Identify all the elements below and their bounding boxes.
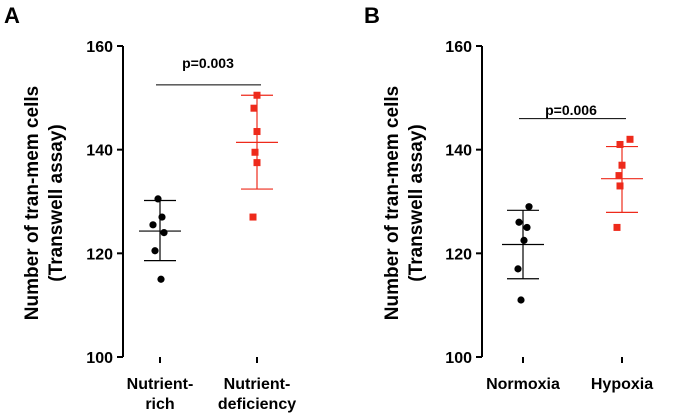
panel-b-point-2-1 <box>626 135 634 143</box>
panel-b-point-2-4 <box>615 172 623 180</box>
panel-a-point-1-1 <box>154 195 162 203</box>
panel-a-point-1-4 <box>160 229 168 237</box>
panel-a-point-1-3 <box>149 221 157 229</box>
panel-a-point-2-3 <box>253 128 261 136</box>
panel-b-ytick-label-160: 160 <box>445 39 472 56</box>
panel-a-point-2-6 <box>249 213 257 221</box>
panel-b-point-1-6 <box>517 296 525 304</box>
panel-b-ytick-label-100: 100 <box>445 350 472 367</box>
panel-b: B Number of tran-mem cells (Transwell as… <box>364 3 653 393</box>
panel-b-ylabel-line1: Number of tran-mem cells <box>382 86 403 320</box>
panel-a-label: A <box>4 3 20 28</box>
panel-a: A Number of tran-mem cells (Transwell as… <box>4 3 296 413</box>
panel-b-point-2-6 <box>613 223 621 231</box>
panel-b-ytick-label-140: 140 <box>445 143 472 160</box>
panel-b-point-2-2 <box>616 140 624 148</box>
panel-a-cat-2-line2: deficiency <box>218 396 296 413</box>
panel-b-point-1-2 <box>515 218 523 226</box>
panel-b-p-value: p=0.006 <box>545 102 597 118</box>
panel-a-cat-1-line2: rich <box>145 396 174 413</box>
panel-a-point-2-5 <box>253 159 261 167</box>
panel-b-ytick-label-120: 120 <box>445 246 472 263</box>
panel-a-ylabel-line2: (Transwell assay) <box>46 124 67 281</box>
panel-a-cat-1-line1: Nutrient- <box>127 376 194 393</box>
panel-b-point-1-5 <box>514 265 522 273</box>
panel-a-ytick-label-120: 120 <box>86 246 113 263</box>
panel-a-ytick-label-140: 140 <box>86 143 113 160</box>
panel-a-ylabel-line1: Number of tran-mem cells <box>22 86 43 320</box>
panel-a-ytick-label-100: 100 <box>86 350 113 367</box>
panel-a-point-1-6 <box>157 275 165 283</box>
panel-b-point-2-5 <box>616 182 624 190</box>
panel-b-label: B <box>364 3 380 28</box>
panel-b-point-1-1 <box>525 203 533 211</box>
panel-a-point-2-2 <box>250 104 258 112</box>
panel-b-point-1-4 <box>520 236 528 244</box>
panel-b-point-1-3 <box>523 223 531 232</box>
panel-a-ytick-label-160: 160 <box>86 39 113 56</box>
panel-a-point-2-1 <box>253 91 261 99</box>
panel-a-point-1-2 <box>158 213 166 221</box>
panel-a-point-2-4 <box>251 148 259 156</box>
panel-b-ylabel-line2: (Transwell assay) <box>406 124 427 281</box>
panel-a-point-1-5 <box>151 247 159 255</box>
panel-b-cat-1: Normoxia <box>486 376 560 393</box>
panel-a-cat-2-line1: Nutrient- <box>224 376 291 393</box>
panel-a-p-value: p=0.003 <box>182 55 234 71</box>
panel-b-point-2-3 <box>618 161 626 169</box>
panel-b-cat-2: Hypoxia <box>591 376 653 393</box>
